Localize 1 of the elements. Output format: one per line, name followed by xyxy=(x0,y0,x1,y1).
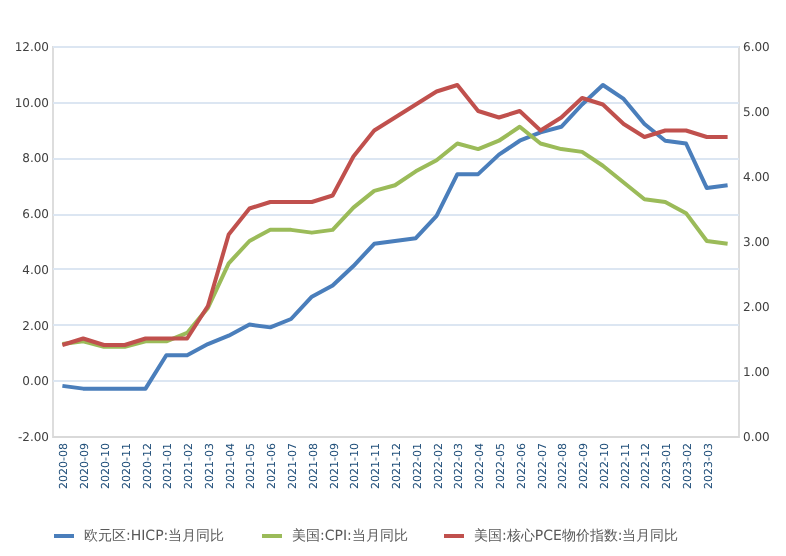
line-series xyxy=(60,124,730,349)
